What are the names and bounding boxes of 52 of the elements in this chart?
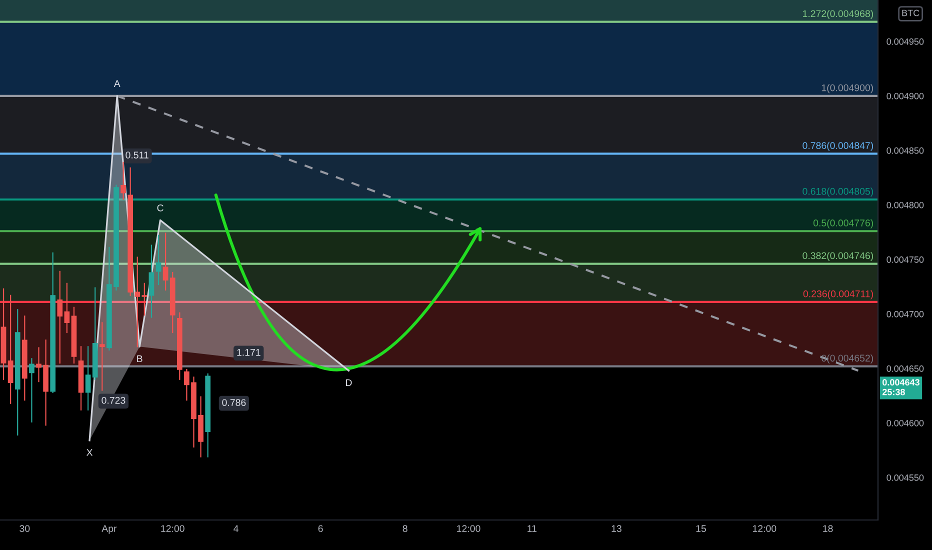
ref-line-label: 0.5(0.004776) xyxy=(813,219,874,228)
candlestick xyxy=(85,346,91,410)
x-tick-label: 8 xyxy=(402,525,408,532)
annotation: B xyxy=(137,355,142,362)
candlestick xyxy=(162,232,168,291)
y-tick-label: 0.004650 xyxy=(886,365,924,372)
y-tick-label: 0.004600 xyxy=(886,420,924,426)
y-tick-label: 0.004550 xyxy=(886,474,924,481)
x-tick-label: 13 xyxy=(612,525,622,532)
annotation: 1.171 xyxy=(237,349,260,356)
candlestick xyxy=(120,162,126,200)
x-tick-label: 4 xyxy=(234,525,238,532)
candlestick xyxy=(29,358,34,422)
annotation: D xyxy=(346,379,352,386)
text: BTC xyxy=(902,10,920,16)
text: 25:38 xyxy=(882,388,905,396)
x-tick-label: 12:00 xyxy=(161,525,184,532)
y-tick-label: 0.004950 xyxy=(886,38,924,45)
y-tick-label: 0.004900 xyxy=(886,92,924,100)
y-tick-label: 0.004800 xyxy=(886,202,924,208)
candlestick xyxy=(156,234,162,286)
annotation: A xyxy=(114,80,120,87)
candlestick xyxy=(142,282,148,316)
candlestick xyxy=(148,244,154,318)
ref-line-label: 0(0.004652) xyxy=(822,354,874,364)
candlestick xyxy=(8,294,14,404)
x-tick-label: 12:00 xyxy=(752,525,776,532)
x-tick-label: 12:00 xyxy=(457,525,480,532)
ref-line-label: 0.236(0.004711) xyxy=(803,290,874,300)
x-tick-label: Apr xyxy=(102,525,117,534)
annotation: 0.511 xyxy=(126,152,148,158)
x-tick-label: 11 xyxy=(528,525,536,532)
text: 0.004643 xyxy=(882,379,920,386)
ref-line-label: 0.382(0.004746) xyxy=(802,252,874,262)
candlestick xyxy=(57,270,63,364)
ref-line-label: 1.272(0.004968) xyxy=(803,10,874,20)
x-tick-label: 15 xyxy=(696,525,706,532)
ref-line-label: 1(0.004900) xyxy=(822,84,874,94)
x-tick-label: 6 xyxy=(318,525,323,532)
annotation: C xyxy=(157,204,164,212)
ref-line-label: 0.786(0.004847) xyxy=(802,142,874,151)
candlestick xyxy=(99,322,105,391)
annotation: X xyxy=(86,449,93,456)
y-tick-label: 0.004750 xyxy=(886,256,924,263)
ref-line-label: 0.618(0.004805) xyxy=(802,188,874,197)
annotation: 0.786 xyxy=(222,399,246,406)
y-tick-label: 0.004700 xyxy=(886,310,924,318)
candlestick xyxy=(64,282,70,334)
x-tick-label: 18 xyxy=(823,525,833,532)
annotation: 0.723 xyxy=(102,396,126,404)
y-tick-label: 0.004850 xyxy=(886,147,924,154)
x-tick-label: 30 xyxy=(20,525,30,532)
